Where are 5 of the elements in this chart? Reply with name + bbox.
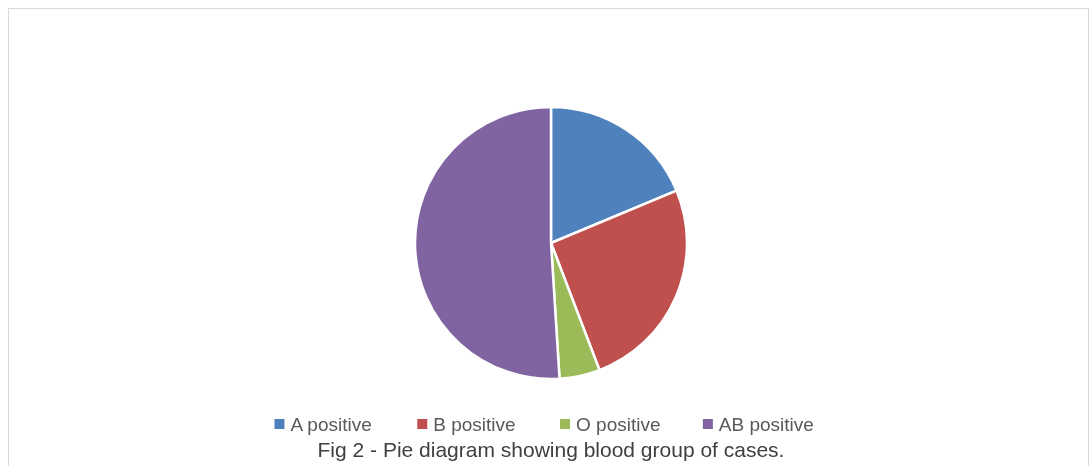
legend-label: A positive [290,414,372,435]
caption: Fig 2 - Pie diagram showing blood group of cases. [317,438,785,461]
legend-label: B positive [433,414,516,435]
legend-label: AB positive [718,414,814,435]
legend-label: O positive [576,414,661,435]
